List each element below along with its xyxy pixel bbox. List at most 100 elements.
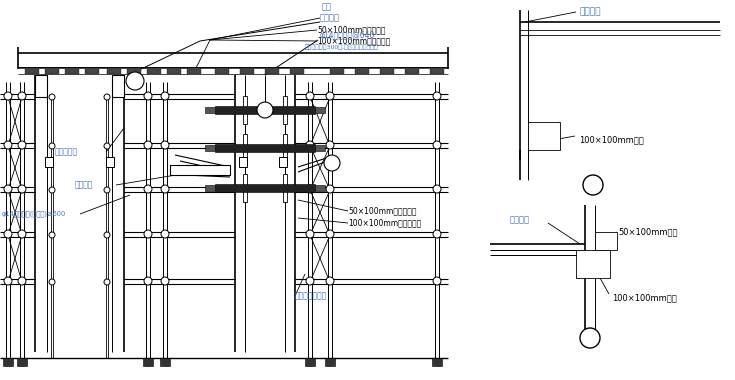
Circle shape <box>306 92 314 100</box>
Bar <box>576 250 610 278</box>
Bar <box>265 68 279 74</box>
Circle shape <box>49 187 55 193</box>
Text: 溯金垫脚钢支撑: 溯金垫脚钢支撑 <box>295 291 327 301</box>
Bar <box>595 232 617 250</box>
Bar <box>305 358 315 366</box>
Circle shape <box>49 94 55 100</box>
Circle shape <box>161 92 169 100</box>
Bar <box>112 75 124 97</box>
Bar <box>315 145 325 151</box>
Circle shape <box>433 230 441 238</box>
Circle shape <box>104 187 110 193</box>
Bar <box>243 96 247 124</box>
Circle shape <box>126 72 144 90</box>
Circle shape <box>326 277 334 285</box>
Bar <box>160 358 170 366</box>
Circle shape <box>306 185 314 193</box>
Bar <box>45 68 59 74</box>
Text: 层板: 层板 <box>322 3 332 11</box>
Circle shape <box>4 185 12 193</box>
Bar <box>205 185 215 191</box>
Bar <box>3 358 13 366</box>
Circle shape <box>161 230 169 238</box>
Circle shape <box>144 92 152 100</box>
Circle shape <box>433 185 441 193</box>
Bar <box>528 122 560 150</box>
Circle shape <box>306 141 314 149</box>
Bar <box>315 185 325 191</box>
Circle shape <box>326 230 334 238</box>
Circle shape <box>433 141 441 149</box>
Circle shape <box>144 230 152 238</box>
Bar <box>325 358 335 366</box>
Bar <box>405 68 419 74</box>
Bar <box>215 184 315 192</box>
Bar <box>240 68 254 74</box>
Text: B: B <box>587 333 594 343</box>
Bar <box>167 68 181 74</box>
Circle shape <box>144 185 152 193</box>
Circle shape <box>18 141 26 149</box>
Text: φ14对拉螺栓(不穿墙)≥600: φ14对拉螺栓(不穿墙)≥600 <box>2 211 66 217</box>
Bar <box>215 68 229 74</box>
Text: 50×100mm方木次龙骨: 50×100mm方木次龙骨 <box>317 25 385 35</box>
Circle shape <box>161 185 169 193</box>
Text: 层厚多层板: 层厚多层板 <box>55 147 78 157</box>
Text: 100×100mm方木: 100×100mm方木 <box>579 136 644 144</box>
Bar <box>380 68 394 74</box>
Bar <box>279 157 287 167</box>
Bar <box>355 68 369 74</box>
Circle shape <box>18 277 26 285</box>
Bar <box>432 358 442 366</box>
Circle shape <box>49 143 55 149</box>
Circle shape <box>144 277 152 285</box>
Circle shape <box>18 230 26 238</box>
Text: 梁净高每增加300处,模栓加一道对拉螺栓: 梁净高每增加300处,模栓加一道对拉螺栓 <box>305 44 379 50</box>
Bar <box>205 107 215 113</box>
Circle shape <box>433 92 441 100</box>
Bar <box>239 157 247 167</box>
Bar <box>85 68 99 74</box>
Bar <box>283 96 287 124</box>
Circle shape <box>104 279 110 285</box>
Circle shape <box>326 141 334 149</box>
Circle shape <box>306 277 314 285</box>
Circle shape <box>4 230 12 238</box>
Circle shape <box>4 277 12 285</box>
Bar <box>65 68 79 74</box>
Text: 木塑模板: 木塑模板 <box>320 14 340 22</box>
Bar <box>127 68 141 74</box>
Bar <box>315 107 325 113</box>
Circle shape <box>433 277 441 285</box>
Circle shape <box>326 92 334 100</box>
Bar <box>35 75 47 97</box>
Circle shape <box>49 279 55 285</box>
Bar <box>187 68 201 74</box>
Circle shape <box>161 141 169 149</box>
Circle shape <box>580 328 600 348</box>
Text: 方木斜撑: 方木斜撑 <box>75 180 93 190</box>
Text: 50×100mm方木次龙骨: 50×100mm方木次龙骨 <box>348 206 417 215</box>
Bar <box>283 174 287 202</box>
Circle shape <box>583 175 603 195</box>
Bar <box>107 68 121 74</box>
Circle shape <box>326 185 334 193</box>
Circle shape <box>104 94 110 100</box>
Bar <box>283 134 287 162</box>
Text: 100×100mm方木主龙骨: 100×100mm方木主龙骨 <box>348 218 421 228</box>
Bar <box>25 68 39 74</box>
Circle shape <box>161 277 169 285</box>
Text: 100×100mm方木主龙骨: 100×100mm方木主龙骨 <box>317 36 390 46</box>
Bar <box>243 134 247 162</box>
Circle shape <box>257 102 273 118</box>
Text: A: A <box>589 180 597 190</box>
Bar <box>215 144 315 152</box>
Bar <box>205 145 215 151</box>
Bar <box>106 157 114 167</box>
Bar <box>45 157 53 167</box>
Bar <box>143 358 153 366</box>
Circle shape <box>144 141 152 149</box>
Circle shape <box>49 232 55 238</box>
Circle shape <box>4 92 12 100</box>
Bar <box>430 68 444 74</box>
